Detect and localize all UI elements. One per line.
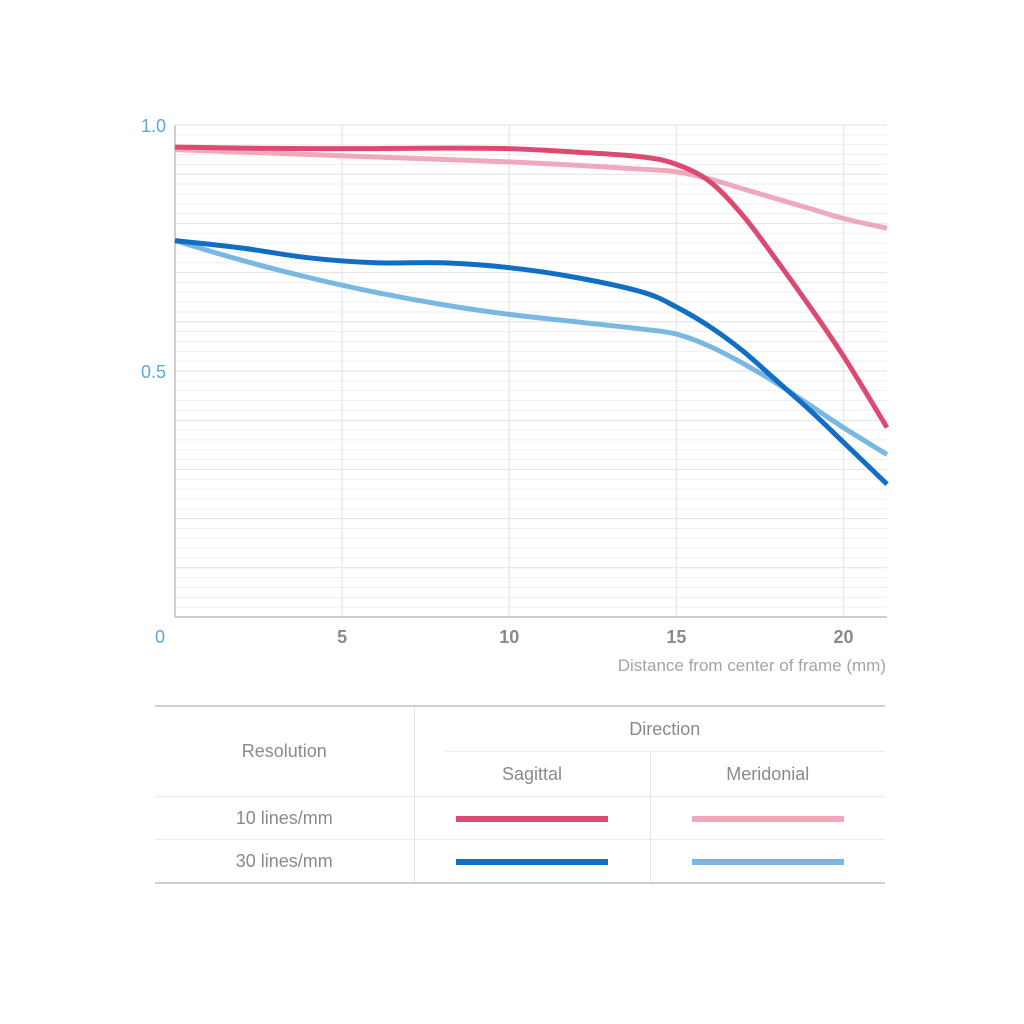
- y-tick-label: 0.5: [141, 362, 166, 382]
- legend-table: Resolution Direction Sagittal Meridonial…: [155, 705, 885, 884]
- legend-cell-sagittal-30: [413, 839, 650, 884]
- chart-tick-labels: 0 5 10 15 20 0.5 1.0: [141, 116, 854, 647]
- x-tick-label: 20: [834, 627, 854, 647]
- series-10-meridonial: [174, 147, 888, 231]
- legend-cell-meridional-30: [649, 839, 885, 884]
- direction-header: Direction: [413, 705, 885, 752]
- mtf-chart: 0 5 10 15 20 0.5 1.0 Distance from center of f…: [141, 116, 890, 675]
- chart-grid: [175, 124, 887, 617]
- direction-header-label: Direction: [444, 707, 885, 752]
- swatch-30-sagittal: [456, 858, 608, 865]
- swatch-10-sagittal: [456, 815, 608, 822]
- sagittal-header: Sagittal: [413, 752, 650, 797]
- resolution-header: Resolution: [155, 705, 414, 797]
- x-axis-title: Distance from center of frame (mm): [618, 656, 886, 675]
- x-tick-label: 0: [155, 627, 165, 647]
- legend-row-30: 30 lines/mm: [155, 839, 885, 884]
- meridional-header: Meridonial: [649, 752, 885, 797]
- chart-axes: [174, 125, 887, 618]
- x-tick-label: 5: [337, 627, 347, 647]
- y-tick-label: 1.0: [141, 116, 166, 136]
- legend-cell-sagittal-10: [413, 796, 650, 840]
- legend-cell-meridional-10: [649, 796, 885, 840]
- series-30-sagittal: [174, 238, 889, 486]
- series-10-sagittal: [174, 144, 890, 429]
- legend-row-label: 10 lines/mm: [155, 796, 414, 840]
- swatch-30-meridional: [691, 858, 844, 865]
- legend-row-label: 30 lines/mm: [155, 839, 414, 884]
- legend-row-10: 10 lines/mm: [155, 796, 885, 840]
- swatch-10-meridional: [691, 815, 844, 822]
- chart-series: [174, 144, 890, 486]
- x-tick-label: 15: [666, 627, 686, 647]
- x-tick-label: 10: [499, 627, 519, 647]
